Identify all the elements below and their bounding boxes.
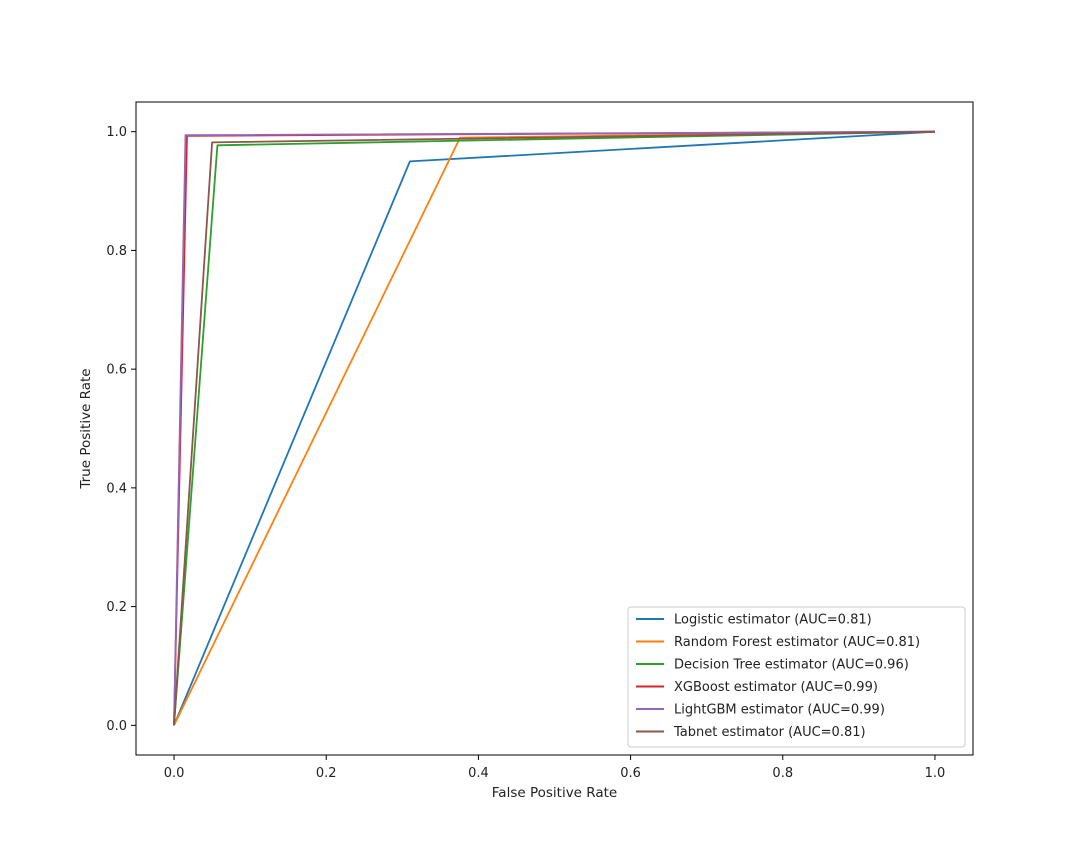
legend-entry: Random Forest estimator (AUC=0.81) xyxy=(674,635,920,650)
x-tick-label: 0.6 xyxy=(620,766,641,781)
x-tick-label: 1.0 xyxy=(925,766,946,781)
x-tick-label: 0.4 xyxy=(468,766,489,781)
x-axis-label: False Positive Rate xyxy=(492,785,617,801)
x-axis-ticks: 0.0 0.2 0.4 0.6 0.8 1.0 xyxy=(164,755,946,781)
legend-entry: Tabnet estimator (AUC=0.81) xyxy=(673,725,866,740)
series-lines xyxy=(173,130,936,726)
y-tick-label: 0.2 xyxy=(106,600,127,615)
y-tick-label: 0.8 xyxy=(106,244,127,259)
legend-entry: LightGBM estimator (AUC=0.99) xyxy=(674,703,885,718)
y-tick-label: 1.0 xyxy=(106,125,127,140)
axes-frame xyxy=(135,101,974,756)
legend-entry: Decision Tree estimator (AUC=0.96) xyxy=(674,658,909,673)
series-line-2 xyxy=(173,130,936,726)
series-line-4 xyxy=(173,130,936,726)
x-tick-label: 0.8 xyxy=(772,766,793,781)
series-line-0 xyxy=(173,130,936,726)
y-axis-label: True Positive Rate xyxy=(78,368,94,489)
y-tick-label: 0.0 xyxy=(106,719,127,734)
legend: Logistic estimator (AUC=0.81) Random Fore… xyxy=(627,606,966,748)
y-axis-ticks: 0.0 0.2 0.4 0.6 0.8 1.0 xyxy=(106,125,136,734)
x-tick-label: 0.2 xyxy=(316,766,337,781)
y-tick-label: 0.4 xyxy=(106,481,127,496)
legend-entry: Logistic estimator (AUC=0.81) xyxy=(674,613,872,628)
legend-box xyxy=(627,606,966,748)
y-tick-label: 0.6 xyxy=(106,363,127,378)
legend-entry: XGBoost estimator (AUC=0.99) xyxy=(674,680,878,695)
series-line-5 xyxy=(173,130,936,726)
x-tick-label: 0.0 xyxy=(164,766,185,781)
